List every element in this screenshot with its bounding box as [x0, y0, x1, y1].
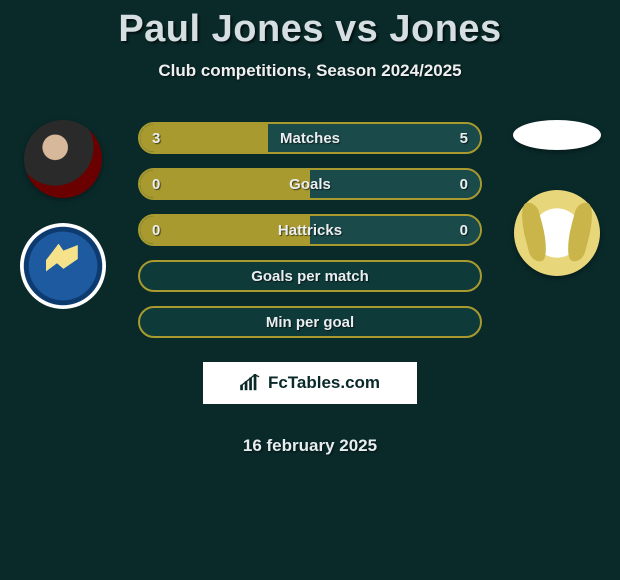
stat-row-min-per-goal: Min per goal — [138, 306, 482, 338]
stat-left-value: 3 — [152, 130, 160, 147]
stat-fill-right — [310, 170, 480, 198]
player1-club-crest — [20, 223, 106, 309]
stat-label: Goals per match — [251, 268, 369, 285]
stat-label: Goals — [289, 176, 331, 193]
stat-row-goals-per-match: Goals per match — [138, 260, 482, 292]
stat-label: Matches — [280, 130, 340, 147]
left-column — [8, 120, 118, 309]
player1-avatar — [24, 120, 102, 198]
brand-box: FcTables.com — [203, 362, 417, 404]
bar-chart-icon — [240, 374, 262, 392]
page-title: Paul Jones vs Jones — [0, 0, 620, 51]
date-text: 16 february 2025 — [138, 436, 482, 456]
stat-row-matches: 3 Matches 5 — [138, 122, 482, 154]
stats-center: 3 Matches 5 0 Goals 0 0 Hattricks 0 Goal… — [138, 122, 482, 456]
player2-avatar — [513, 120, 601, 150]
stat-right-value: 0 — [460, 222, 468, 239]
brand-text: FcTables.com — [268, 373, 380, 393]
stat-row-hattricks: 0 Hattricks 0 — [138, 214, 482, 246]
stat-right-value: 5 — [460, 130, 468, 147]
stat-right-value: 0 — [460, 176, 468, 193]
stat-label: Hattricks — [278, 222, 342, 239]
stat-row-goals: 0 Goals 0 — [138, 168, 482, 200]
stat-fill-left — [140, 170, 310, 198]
right-column — [502, 120, 612, 276]
stat-label: Min per goal — [266, 314, 354, 331]
page-subtitle: Club competitions, Season 2024/2025 — [0, 61, 620, 81]
stat-left-value: 0 — [152, 176, 160, 193]
player2-club-crest — [514, 190, 600, 276]
stat-left-value: 0 — [152, 222, 160, 239]
